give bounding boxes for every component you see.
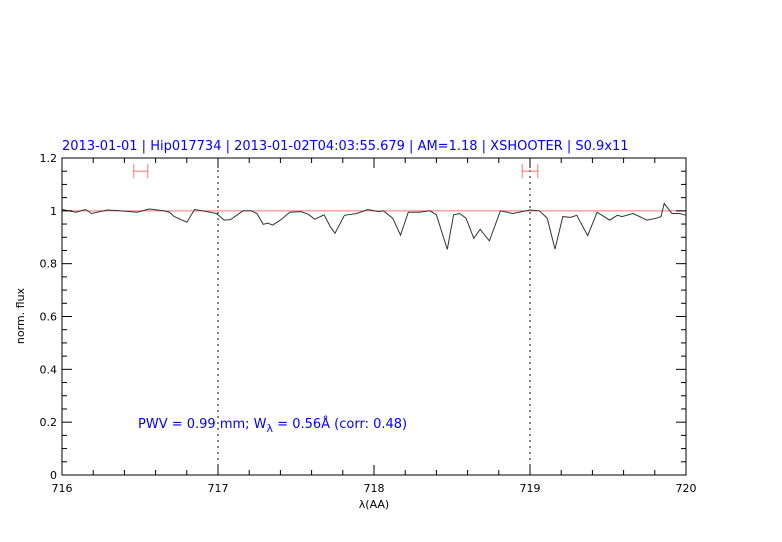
- y-tick-label: 1: [50, 205, 57, 218]
- annotation-subscript: λ: [267, 422, 274, 435]
- y-tick-label: 1.2: [40, 152, 58, 165]
- x-axis-label: λ(AA): [359, 498, 389, 511]
- error-bar: [133, 164, 149, 179]
- annotation-rest: = 0.56Å (corr: 0.48): [273, 416, 407, 432]
- x-tick-label: 716: [52, 482, 73, 495]
- x-tick-label: 718: [364, 482, 385, 495]
- y-tick-label: 0.8: [40, 258, 58, 271]
- pwv-annotation: PWV = 0.99 mm; Wλ = 0.56Å (corr: 0.48): [138, 416, 407, 435]
- spectrum-line: [61, 202, 687, 250]
- y-tick-label: 0.2: [40, 416, 58, 429]
- x-tick-label: 717: [208, 482, 229, 495]
- y-tick-label: 0.6: [40, 311, 58, 324]
- y-tick-label: 0: [50, 469, 57, 482]
- x-tick-label: 720: [676, 482, 697, 495]
- annotation-main: PWV = 0.99 mm; W: [138, 417, 267, 432]
- y-axis-label: norm. flux: [14, 287, 27, 344]
- y-tick-label: 0.4: [40, 363, 58, 376]
- x-tick-label: 719: [520, 482, 541, 495]
- error-bar: [521, 164, 539, 179]
- chart-title: 2013-01-01 | Hip017734 | 2013-01-02T04:0…: [62, 139, 629, 154]
